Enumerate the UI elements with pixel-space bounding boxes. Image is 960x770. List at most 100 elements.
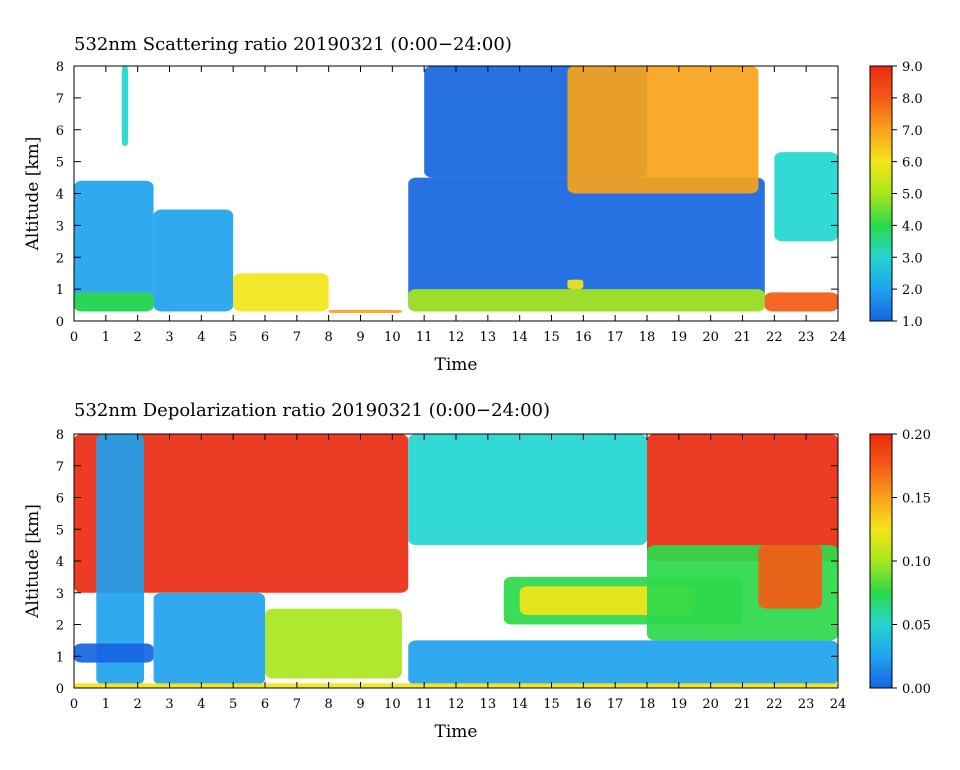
colorbar-tick-label: 6.0: [902, 156, 923, 171]
colorbar-tick-label: 9.0: [902, 60, 923, 75]
heatmap-region: [74, 643, 154, 663]
x-tick-label: 1: [102, 697, 110, 712]
y-tick-label: 2: [56, 251, 64, 266]
x-tick-label: 7: [293, 697, 301, 712]
y-tick-label: 7: [56, 92, 64, 107]
colorbar-tick-label: 0.05: [902, 619, 931, 634]
x-tick-label: 4: [197, 697, 205, 712]
heatmap-region: [408, 177, 765, 312]
colorbar-ticks: 0.00 0.05 0.10 0.15 0.20: [892, 428, 931, 697]
x-tick-label: 24: [830, 697, 847, 712]
x-tick-label: 11: [416, 330, 433, 345]
colorbar: [869, 65, 893, 322]
x-tick-label: 17: [607, 330, 624, 345]
x-tick-label: 23: [798, 330, 815, 345]
heatmap-region: [233, 273, 329, 312]
colorbar-tick-label: 2.0: [902, 283, 923, 298]
chart-title: 532nm Scattering ratio 20190321 (0:00−24…: [74, 34, 512, 55]
heatmap-region: [567, 66, 759, 194]
heatmap-region: [758, 545, 823, 609]
heatmap-area: [74, 66, 838, 314]
x-tick-label: 21: [734, 697, 751, 712]
x-tick-label: 22: [766, 697, 783, 712]
y-tick-label: 8: [56, 60, 64, 75]
x-tick-label: 16: [575, 697, 592, 712]
x-tick-label: 17: [607, 697, 624, 712]
x-tick-label: 12: [448, 330, 465, 345]
heatmap-region: [74, 434, 409, 593]
x-tick-label: 5: [229, 697, 237, 712]
x-tick-label: 20: [702, 697, 719, 712]
x-tick-label: 19: [671, 330, 688, 345]
y-tick-label: 5: [56, 156, 64, 171]
y-axis: 0 1 2 3 4 5 6 7 8: [56, 428, 838, 697]
heatmap-region: [567, 279, 584, 290]
x-tick-label: 3: [165, 697, 173, 712]
colorbar-ticks: 1.0 2.0 3.0 4.0 5.0 6.0 7.0 8.0 9.0: [892, 60, 923, 330]
colorbar-tick-label: 4.0: [902, 219, 923, 234]
x-tick-label: 4: [197, 330, 205, 345]
colorbar: [869, 433, 893, 689]
colorbar-tick-label: 3.0: [902, 251, 923, 266]
x-tick-label: 21: [734, 330, 751, 345]
y-tick-label: 5: [56, 523, 64, 538]
heatmap-region: [265, 608, 402, 679]
x-tick-label: 14: [511, 697, 528, 712]
y-tick-label: 8: [56, 428, 64, 443]
x-tick-label: 9: [356, 697, 364, 712]
colorbar-tick-label: 0.15: [902, 492, 931, 507]
colorbar-tick-label: 1.0: [902, 315, 923, 330]
y-tick-label: 4: [56, 555, 64, 570]
x-tick-label: 8: [325, 697, 333, 712]
x-tick-label: 0: [70, 330, 78, 345]
x-tick-label: 8: [325, 330, 333, 345]
y-tick-label: 4: [56, 188, 64, 203]
x-axis: 0 1 2 3 4 5 6 7 8 9 10 11 12 13 14 15 16 17 18 19 20 21 22 23 24: [70, 66, 846, 345]
x-tick-label: 7: [293, 330, 301, 345]
depolarization-ratio-panel: 532nm Depolarization ratio 20190321 (0:0…: [23, 400, 931, 742]
heatmap-region: [74, 180, 154, 312]
x-tick-label: 12: [448, 697, 465, 712]
x-axis: 0 1 2 3 4 5 6 7 8 9 10 11 12 13 14 15 16 17 18 19 20 21 22 23 24: [70, 434, 846, 712]
x-axis-label: Time: [435, 355, 478, 375]
x-axis-label: Time: [435, 722, 478, 742]
heatmap-region: [764, 292, 838, 312]
x-tick-label: 13: [480, 697, 497, 712]
x-tick-label: 1: [102, 330, 110, 345]
colorbar-tick-label: 5.0: [902, 188, 923, 203]
heatmap-region: [328, 309, 402, 314]
x-tick-label: 6: [261, 330, 269, 345]
y-tick-label: 3: [56, 587, 64, 602]
x-tick-label: 2: [134, 330, 142, 345]
x-tick-label: 15: [543, 697, 560, 712]
y-tick-label: 7: [56, 460, 64, 475]
y-tick-label: 1: [56, 283, 64, 298]
heatmap-region: [647, 434, 838, 561]
heatmap-region: [774, 152, 838, 242]
heatmap-region: [408, 289, 765, 312]
y-axis-label: Altitude [km]: [23, 137, 43, 252]
x-tick-label: 18: [639, 330, 656, 345]
heatmap-region: [153, 209, 234, 312]
x-tick-label: 10: [384, 697, 401, 712]
y-tick-label: 6: [56, 124, 64, 139]
x-tick-label: 23: [798, 697, 815, 712]
heatmap-region: [408, 434, 647, 546]
x-tick-label: 2: [134, 697, 142, 712]
y-axis: 0 1 2 3 4 5 6 7 8: [56, 60, 838, 330]
y-tick-label: 0: [56, 315, 64, 330]
x-tick-label: 22: [766, 330, 783, 345]
y-axis-label: Altitude [km]: [23, 504, 43, 619]
x-tick-label: 19: [671, 697, 688, 712]
heatmap-area: [74, 434, 838, 688]
x-tick-label: 14: [511, 330, 528, 345]
heatmap-region: [74, 292, 154, 312]
x-tick-label: 24: [830, 330, 847, 345]
x-tick-label: 16: [575, 330, 592, 345]
x-tick-label: 18: [639, 697, 656, 712]
x-tick-label: 3: [165, 330, 173, 345]
x-tick-label: 9: [356, 330, 364, 345]
y-tick-label: 1: [56, 650, 64, 665]
x-tick-label: 13: [480, 330, 497, 345]
